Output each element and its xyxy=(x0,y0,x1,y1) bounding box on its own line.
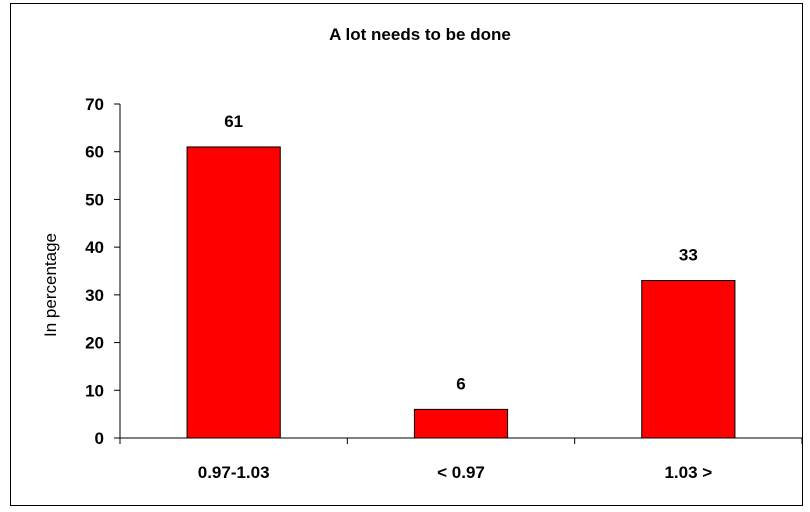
y-tick-label: 60 xyxy=(85,143,104,162)
y-tick-label: 0 xyxy=(95,429,104,448)
x-tick-label: 0.97-1.03 xyxy=(198,463,270,482)
y-axis-ticks: 0 10 20 30 40 50 60 70 xyxy=(85,95,120,448)
y-tick-label: 20 xyxy=(85,334,104,353)
bar xyxy=(641,280,736,439)
data-label: 61 xyxy=(224,112,243,131)
data-label: 6 xyxy=(456,374,465,393)
bar xyxy=(413,408,509,439)
bar xyxy=(186,146,281,439)
y-tick-label: 30 xyxy=(85,286,104,305)
y-tick-label: 50 xyxy=(85,190,104,209)
data-label: 33 xyxy=(679,246,698,265)
x-axis-ticks: 0.97-1.03 < 0.97 1.03 > xyxy=(119,438,803,482)
data-labels: 61 6 33 xyxy=(224,112,698,393)
bars xyxy=(186,146,736,439)
x-tick-label: < 0.97 xyxy=(437,463,485,482)
chart-title: A lot needs to be done xyxy=(329,25,511,44)
x-tick-label: 1.03 > xyxy=(664,463,712,482)
y-tick-label: 10 xyxy=(85,381,104,400)
y-axis-label: In percentage xyxy=(41,233,60,337)
y-tick-label: 70 xyxy=(85,95,104,114)
y-tick-label: 40 xyxy=(85,238,104,257)
